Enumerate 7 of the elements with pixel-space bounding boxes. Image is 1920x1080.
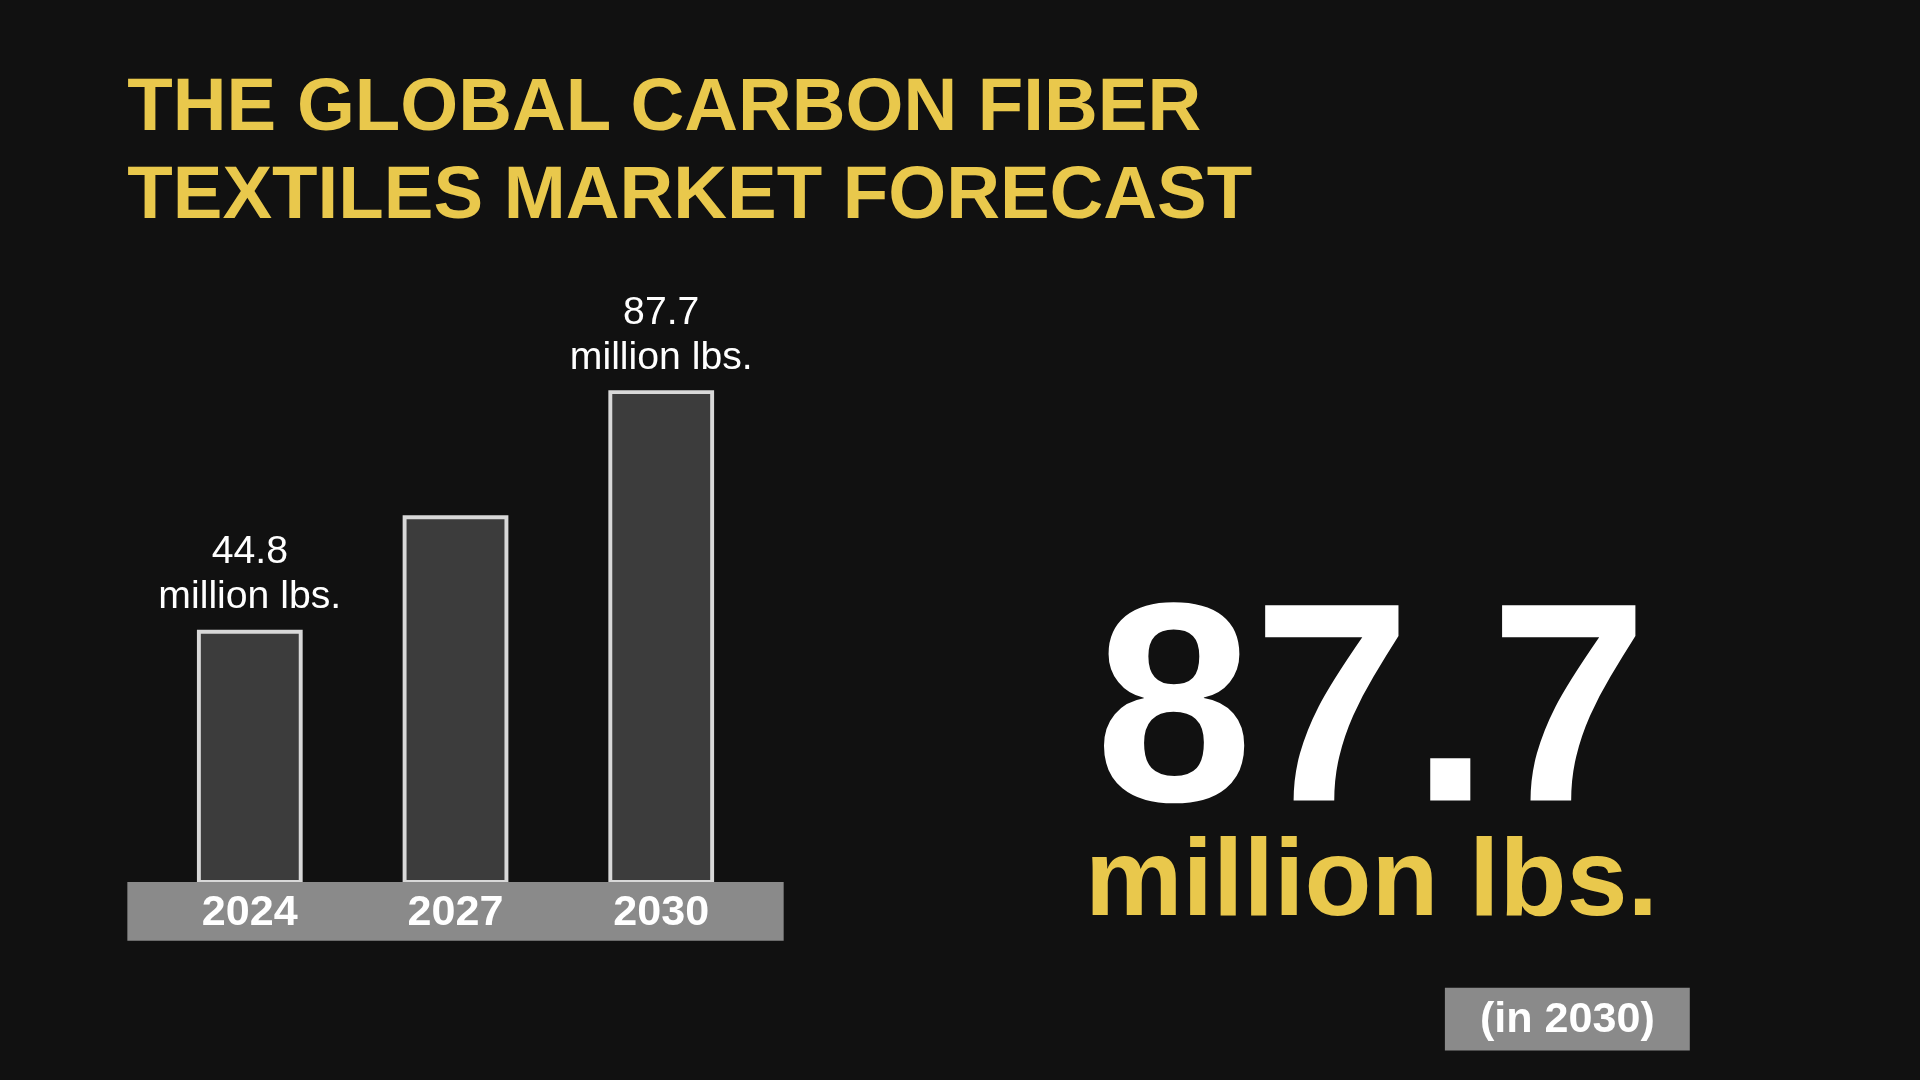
x-tick-label: 2030 <box>613 885 710 934</box>
text: (in 2030) <box>1479 992 1655 1041</box>
x-tick-label: 2024 <box>201 885 298 934</box>
data-label: 87.7 million lbs. <box>569 288 753 377</box>
x-tick-label: 2027 <box>407 885 504 934</box>
data-label: 44.8 million lbs. <box>158 528 342 617</box>
chart-title: THE GLOBAL CARBON FIBER TEXTILES MARKET FORECAST <box>127 62 1253 234</box>
